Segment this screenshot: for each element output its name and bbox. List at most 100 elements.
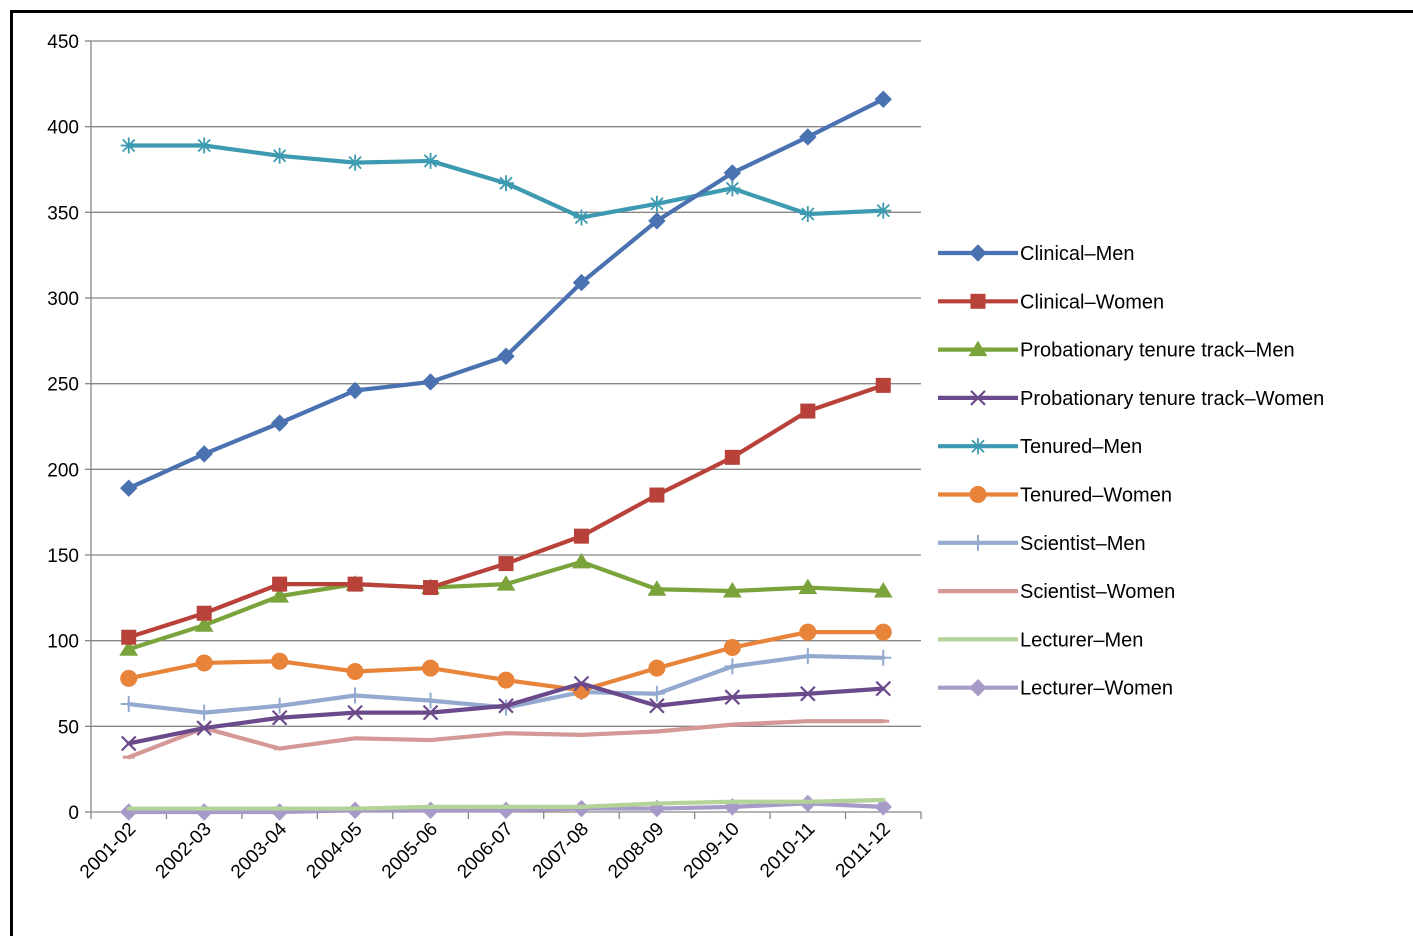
data-point [347,154,364,171]
data-point [572,552,591,569]
data-point [573,675,590,692]
data-point [421,373,440,391]
legend-label: Scientist–Men [1020,533,1146,555]
legend: Clinical–Men Clinical–Women Probationary t… [938,243,1324,700]
data-point [271,697,288,714]
data-point [799,648,816,665]
y-tick-label: 0 [68,803,79,824]
data-point [196,137,213,154]
data-point [347,704,363,721]
data-point [647,580,667,596]
data-point [270,414,289,432]
x-tick-label: 2008-09 [604,819,668,883]
data-point [194,616,214,632]
data-point [346,663,364,681]
legend-label: Clinical–Women [1020,291,1164,313]
data-point [422,692,439,709]
legend-entry: Probationary tenure track–Women [938,388,1324,410]
x-tick-label: 2001-02 [76,819,140,883]
series-scientist-women [122,719,890,760]
data-point [347,576,363,592]
data-point [874,798,892,816]
data-point [498,697,514,714]
legend-label: Probationary tenure track–Women [1020,388,1324,410]
data-point [270,587,290,603]
y-tick-label: 150 [47,546,79,567]
x-tick-label: 2011-12 [832,819,895,882]
line-chart: 0 50 100 150 200 250 300 350 400 450 2001-02 2002-0… [47,32,1324,883]
legend-marker [968,340,988,357]
legend-entry: Clinical–Women [938,291,1164,313]
legend-entry: Tenured–Men [938,436,1142,458]
data-point [120,137,137,154]
legend-marker [970,438,986,455]
data-point [724,658,741,675]
y-tick-label: 350 [47,203,79,224]
data-point [422,152,439,169]
data-point [724,689,741,705]
gridlines [91,40,921,727]
data-point [120,696,137,713]
legend-entry: Clinical–Men [938,243,1135,265]
legend-entry: Probationary tenure track–Men [938,340,1295,362]
x-tick-label: 2004-05 [302,819,366,883]
data-point [497,347,515,365]
series-clinical-men [120,90,892,497]
series-clinical-women [121,377,891,645]
data-point [422,704,439,721]
data-point [723,639,741,657]
data-point [120,735,137,752]
legend-label: Scientist–Women [1020,581,1175,603]
series-tenured-women [120,623,892,699]
data-point [875,680,892,697]
data-point [874,90,892,108]
legend-label: Tenured–Men [1020,436,1142,458]
data-point [196,605,212,621]
data-point [271,652,289,670]
data-point [272,576,288,592]
data-point [195,445,213,463]
data-point [798,578,818,595]
data-point [648,799,666,818]
data-point [196,720,212,736]
legend-entry: Lecturer–Women [938,678,1173,700]
data-point [648,212,666,230]
data-point [874,623,892,641]
data-point [799,206,816,223]
series-line [126,97,886,491]
data-point [800,403,816,419]
data-point [270,803,289,821]
data-point [120,669,138,687]
data-point [120,803,138,821]
y-tick-label: 300 [47,289,79,310]
legend-label: Probationary tenure track–Men [1020,340,1295,362]
legend-label: Lecturer–Women [1020,678,1173,700]
data-point [875,202,892,219]
data-point [422,659,440,677]
data-point [722,582,742,598]
data-point [196,704,213,721]
data-point [423,580,439,596]
legend-marker [970,534,986,551]
data-point [649,487,665,503]
data-point [498,556,514,572]
series-line [126,797,886,811]
data-point [724,449,740,465]
y-tick-label: 100 [47,632,79,653]
series-lines [119,90,893,821]
y-tick-label: 450 [47,32,79,53]
legend-marker [970,293,986,309]
series-lecturer-men [126,797,886,811]
data-point [496,575,516,591]
legend-entry: Tenured–Women [938,485,1172,507]
data-point [573,209,590,226]
y-tick-label: 50 [58,717,79,738]
data-point [572,273,591,292]
data-point [799,128,817,146]
data-point [119,640,139,656]
data-point [648,195,665,212]
data-point [347,687,364,704]
data-point [271,147,288,164]
legend-marker [969,244,987,262]
x-tick-label: 2010-11 [756,819,819,882]
